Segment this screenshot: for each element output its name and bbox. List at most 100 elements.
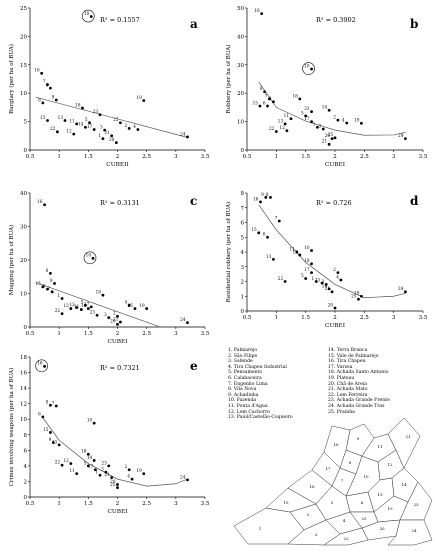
x-tick-label: 2.5 (360, 154, 369, 160)
x-tick-label: 1.5 (84, 501, 93, 507)
point-label: 4 (133, 124, 136, 129)
point-label: 13 (52, 439, 58, 444)
y-tick-label: 0 (24, 325, 28, 331)
y-tick-label: 1 (241, 294, 245, 300)
data-point (84, 303, 87, 307)
point-label: 12 (280, 125, 286, 130)
data-point (186, 135, 189, 139)
point-label: 19 (136, 468, 142, 473)
map-district-label: 14 (401, 482, 407, 487)
x-tick-label: 0.5 (26, 501, 35, 507)
x-axis-title: CUBEI (107, 509, 127, 515)
x-axis-title: CUBEI (107, 339, 127, 345)
map-district-label: 23 (413, 502, 419, 507)
y-tick-label: 8 (24, 433, 28, 439)
data-point (283, 122, 287, 126)
point-label: 8 (38, 97, 41, 102)
point-label: 14 (322, 283, 328, 288)
point-label: 23 (90, 310, 96, 315)
point-label: 14 (322, 105, 328, 110)
x-tick-label: 2.5 (142, 154, 151, 160)
data-point (50, 290, 54, 294)
x-tick-label: 3 (174, 501, 178, 507)
point-label: 16 (37, 199, 43, 204)
data-point (327, 142, 331, 146)
r-squared-label: R² = 0.3131 (100, 199, 140, 207)
data-point (360, 294, 363, 298)
x-axis-title: CUBEI (325, 323, 345, 329)
x-tick-label: 2 (333, 154, 337, 160)
point-label: 18 (75, 102, 81, 107)
data-point (272, 100, 275, 104)
point-label: 3 (101, 467, 104, 472)
map-district-label: 3 (315, 532, 318, 537)
point-label: 12 (292, 249, 298, 254)
r-squared-label: R² = 0.7321 (100, 364, 140, 372)
data-point (43, 203, 46, 207)
legend-item: 19. Plateau (328, 375, 355, 381)
y-tick-label: 0 (24, 148, 28, 154)
data-point (57, 443, 61, 447)
point-label: 9 (261, 192, 264, 197)
point-label: 16 (37, 361, 43, 366)
trend-line (258, 81, 406, 136)
point-label: 11 (69, 118, 75, 123)
legend-item: 22. Lem Ferreira (328, 392, 368, 398)
point-label: 3 (104, 312, 107, 317)
data-point (89, 15, 93, 18)
chart-c: 0 10 20 30 40 0.5 1 1.5 2 2.5 3 3.5 CUBEI Mugging (pe… (8, 191, 210, 345)
point-label: 22 (55, 308, 61, 313)
point-label: 5 (301, 110, 304, 115)
x-tick-label: 1 (57, 501, 61, 507)
point-label: 15 (35, 281, 41, 286)
x-axis-title: CUBEII (106, 162, 128, 168)
data-point (88, 121, 91, 125)
map-district-21 (387, 417, 421, 469)
data-point (330, 290, 334, 294)
point-label: 10 (304, 63, 310, 68)
data-point (43, 364, 46, 368)
point-label: 21 (113, 316, 119, 321)
data-point (54, 404, 58, 408)
legend-item: 24. Achada Grande Tras (328, 403, 385, 409)
y-tick-label: 40 (20, 191, 27, 197)
data-point (101, 293, 105, 297)
y-tick-label: 10 (20, 292, 27, 298)
data-point (86, 307, 90, 310)
data-point (60, 463, 64, 467)
point-label: 23 (101, 460, 107, 465)
data-point (304, 277, 308, 280)
x-tick-label: 2 (333, 315, 337, 321)
legend-item: 8. Vila Nova (228, 387, 257, 393)
point-label: 17 (87, 124, 93, 129)
legend-item: 15. Vale de Palmarejo (328, 353, 379, 359)
legend-item: 11. Ponta d'Agua (228, 403, 268, 409)
x-tick-label: 3 (392, 315, 396, 321)
point-label: 6 (38, 411, 41, 416)
map-district-label: 8 (349, 460, 352, 465)
x-tick-label: 3 (174, 154, 178, 160)
point-label: 6 (46, 82, 49, 87)
point-label: 10 (84, 11, 90, 16)
panel-letter: e (190, 359, 198, 373)
data-point (110, 134, 114, 138)
x-tick-label: 2.5 (142, 501, 151, 507)
point-label: 4 (127, 474, 130, 479)
point-label: 8 (46, 400, 49, 405)
outlier-circle (81, 9, 95, 23)
point-label: 3 (319, 123, 322, 128)
trend-line (258, 204, 406, 299)
point-label: 23 (304, 106, 310, 111)
point-label: 13 (58, 115, 64, 120)
point-label: 2 (333, 115, 336, 120)
panel-letter: b (410, 17, 418, 31)
data-point (133, 307, 137, 310)
legend-item: 4. Tira Chapeu Industrial (228, 364, 287, 370)
data-point (92, 128, 96, 131)
map-district-label: 4 (343, 518, 346, 523)
data-point (357, 297, 360, 301)
data-point (116, 486, 119, 490)
x-tick-label: 3 (392, 154, 396, 160)
point-label: 3 (322, 279, 325, 284)
